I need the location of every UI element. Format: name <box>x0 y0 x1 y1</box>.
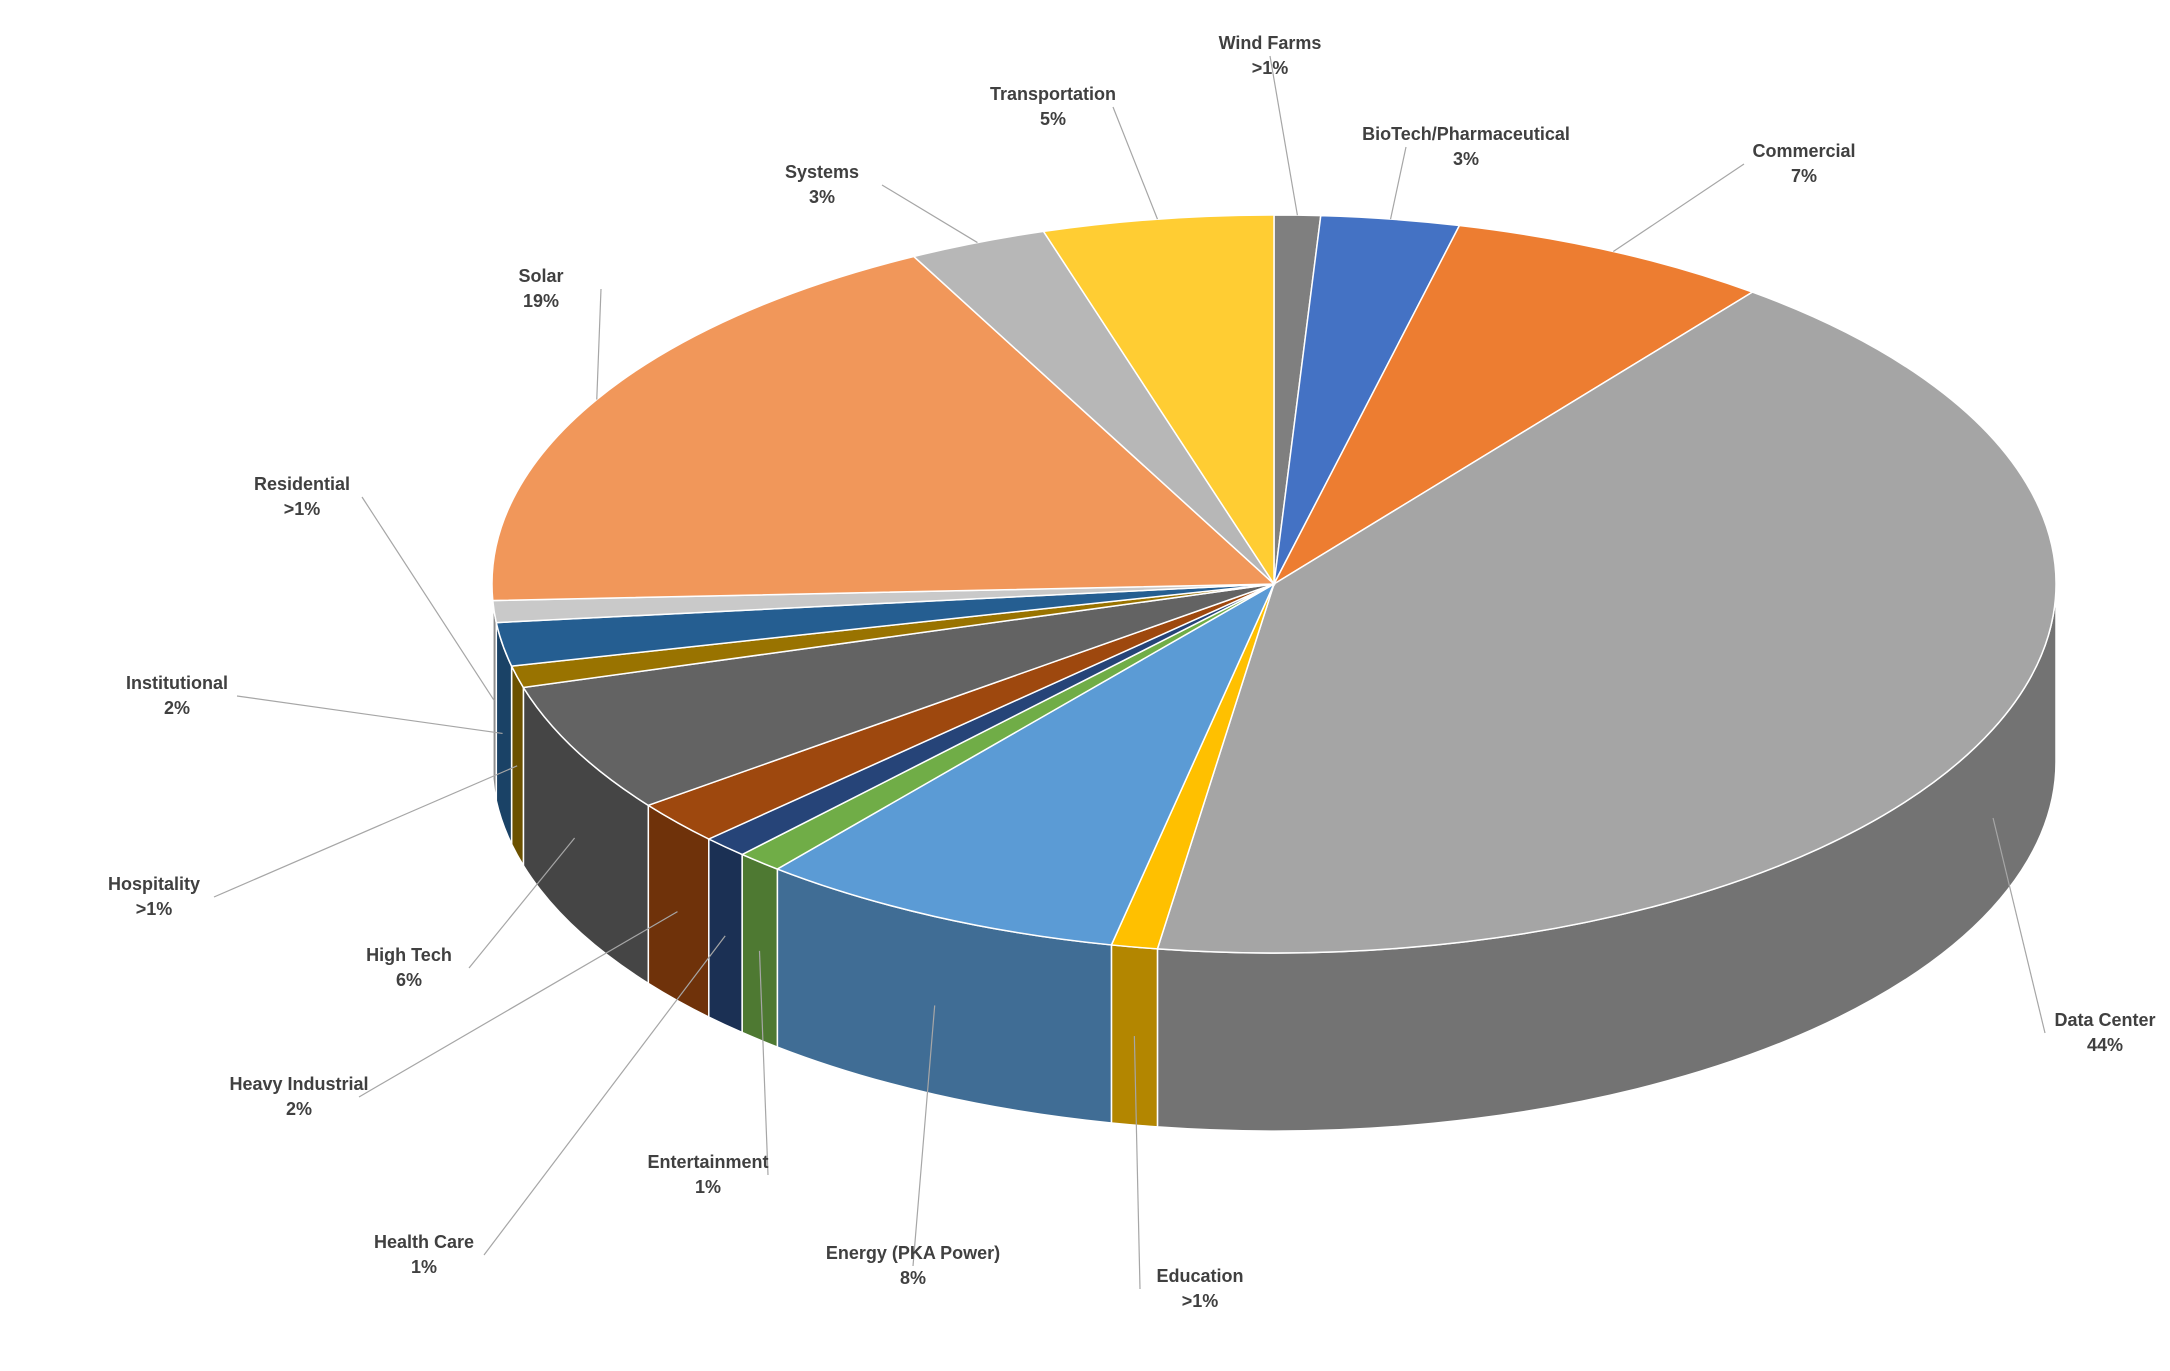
leader-line <box>358 911 678 1098</box>
value-label: 3% <box>1453 149 1479 169</box>
leader-line <box>912 1005 936 1267</box>
value-label: 1% <box>411 1257 437 1277</box>
slice-side <box>708 837 743 1034</box>
leader-line <box>483 935 726 1256</box>
value-label: >1% <box>136 899 173 919</box>
category-label: Transportation <box>990 84 1116 104</box>
leader-line <box>596 288 602 400</box>
value-label: 2% <box>286 1099 312 1119</box>
value-label: 8% <box>900 1268 926 1288</box>
slice <box>1156 291 2057 954</box>
leader-line <box>468 837 576 969</box>
leader-line <box>361 496 495 701</box>
category-label: Data Center <box>2054 1010 2155 1030</box>
value-label: 5% <box>1040 109 1066 129</box>
leader-line <box>881 184 978 244</box>
slice <box>1042 214 1275 587</box>
category-label: Institutional <box>126 673 228 693</box>
slice <box>1272 224 1755 587</box>
value-label: >1% <box>1182 1291 1219 1311</box>
leader-line <box>213 765 518 898</box>
slice <box>775 582 1276 946</box>
leader-line <box>236 695 503 735</box>
category-label: Education <box>1156 1266 1243 1286</box>
slice-side <box>510 665 525 869</box>
leader-line <box>1389 146 1407 220</box>
category-label: Hospitality <box>108 874 200 894</box>
category-label: Commercial <box>1752 141 1855 161</box>
category-label: High Tech <box>366 945 452 965</box>
value-label: 1% <box>695 1177 721 1197</box>
value-label: 7% <box>1791 166 1817 186</box>
category-label: Entertainment <box>647 1152 768 1172</box>
category-label: Wind Farms <box>1219 33 1322 53</box>
category-label: Systems <box>785 162 859 182</box>
category-label: Residential <box>254 474 350 494</box>
leader-line <box>1992 817 2046 1034</box>
value-label: 19% <box>523 291 559 311</box>
category-label: Health Care <box>374 1232 474 1252</box>
leader-line <box>1269 55 1298 216</box>
category-label: Solar <box>518 266 563 286</box>
leader-line <box>1112 106 1159 220</box>
slice <box>522 583 1275 807</box>
value-label: 44% <box>2087 1035 2123 1055</box>
slice-side <box>741 853 779 1049</box>
slice <box>491 255 1276 602</box>
category-label: BioTech/Pharmaceutical <box>1362 124 1570 144</box>
leader-line <box>758 950 769 1176</box>
category-label: Heavy Industrial <box>229 1074 368 1094</box>
value-label: >1% <box>1252 58 1289 78</box>
value-label: >1% <box>284 499 321 519</box>
leader-line <box>1612 163 1745 253</box>
value-label: 2% <box>164 698 190 718</box>
value-label: 3% <box>809 187 835 207</box>
slice-side <box>1110 944 1159 1128</box>
leader-line <box>1133 1036 1141 1290</box>
value-label: 6% <box>396 970 422 990</box>
category-label: Energy (PKA Power) <box>826 1243 1000 1263</box>
slice-side <box>647 803 710 1019</box>
slice-side <box>491 583 494 779</box>
